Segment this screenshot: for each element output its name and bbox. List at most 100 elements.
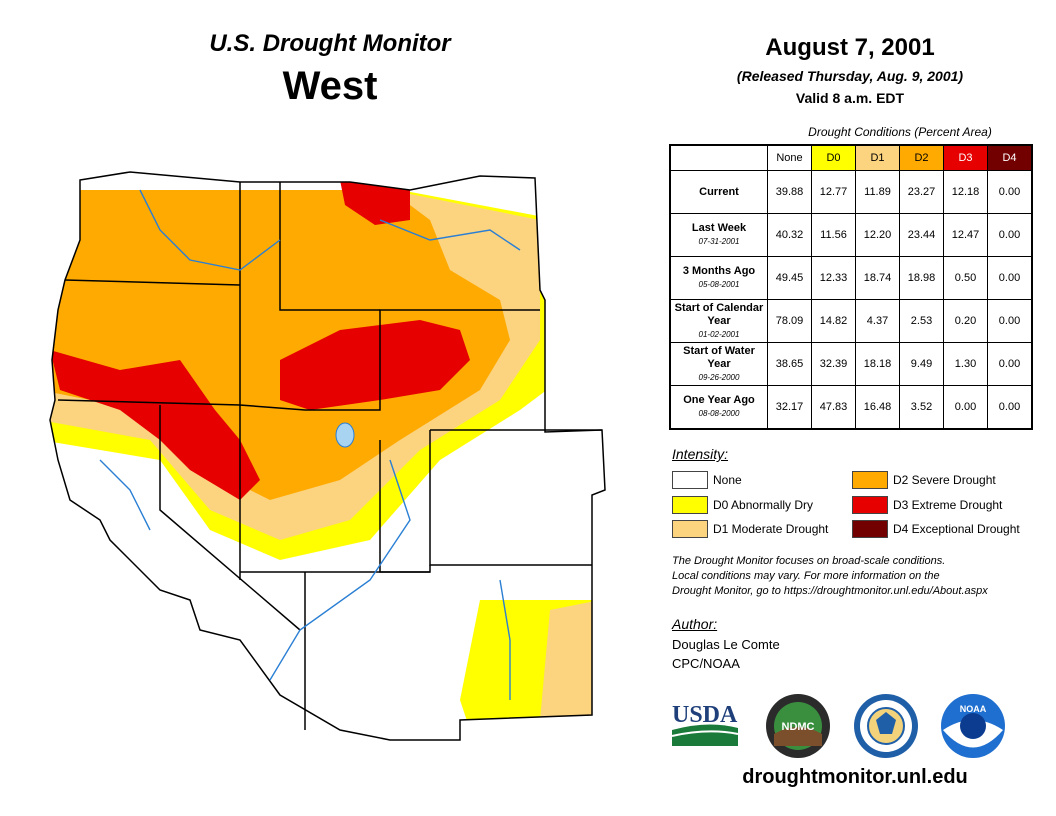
noaa-text: NOAA (960, 704, 987, 714)
row-date: 01-02-2001 (698, 329, 740, 339)
table-cell: 0.00 (987, 342, 1032, 386)
drought-stats-table: None D0 D1 D2 D3 D4 Current 39.88 12.77 … (669, 144, 1033, 430)
table-cell: 18.18 (855, 342, 900, 386)
partner-logos: USDA NDMC NOAA (671, 694, 1005, 758)
legend-item-d3: D3 Extreme Drought (852, 496, 1002, 514)
ndmc-logo-icon: NDMC (766, 694, 830, 758)
border-four-corners (240, 565, 431, 573)
usda-logo-icon: USDA (671, 702, 739, 746)
table-cell: 11.89 (855, 170, 900, 214)
table-cell: 1.30 (943, 342, 988, 386)
table-cell: 32.39 (811, 342, 856, 386)
table-cell: 18.74 (855, 256, 900, 300)
col-none-header: None (767, 145, 812, 171)
author-name: Douglas Le Comte (672, 637, 780, 652)
author-title: Author: (672, 616, 718, 632)
website-url[interactable]: droughtmonitor.unl.edu (742, 766, 968, 788)
row-label: Last Week 07-31-2001 (670, 213, 768, 257)
row-date: 08-08-2000 (698, 409, 740, 418)
col-d3-header: D3 (943, 145, 988, 171)
table-row: Last Week 07-31-2001 40.32 11.56 12.20 23… (670, 213, 1032, 257)
legend-swatch (672, 471, 708, 489)
legend-swatch (852, 496, 888, 514)
table-row: 3 Months Ago 05-08-2001 49.45 12.33 18.74… (670, 256, 1032, 300)
border-ca-nv (159, 405, 301, 631)
great-salt-lake (335, 422, 355, 448)
map-d3-area-central (280, 320, 470, 410)
row-label: Current (670, 170, 768, 214)
legend-swatch (672, 496, 708, 514)
river-missouri (379, 219, 521, 251)
drought-map (49, 171, 606, 741)
table-row: Start of Calendar Year 01-02-2001 78.09 1… (670, 299, 1032, 343)
col-d2-header: D2 (899, 145, 944, 171)
table-cell: 23.44 (899, 213, 944, 257)
map-d1-area-nm (540, 600, 600, 720)
river-rio-grande (499, 579, 511, 700)
table-cell: 16.48 (855, 385, 900, 429)
table-cell: 12.33 (811, 256, 856, 300)
note-line[interactable]: Drought Monitor, go to https://droughtmo… (672, 585, 988, 597)
table-cell: 40.32 (767, 213, 812, 257)
commerce-seal-icon (854, 694, 918, 758)
col-d1-header: D1 (855, 145, 900, 171)
col-d4-header: D4 (987, 145, 1032, 171)
legend-label: D2 Severe Drought (893, 473, 996, 487)
table-cell: 49.45 (767, 256, 812, 300)
table-cell: 38.65 (767, 342, 812, 386)
border-co-nm (429, 430, 592, 566)
legend-item-d1: D1 Moderate Drought (672, 520, 828, 538)
table-cell: 11.56 (811, 213, 856, 257)
table-cell: 2.53 (899, 299, 944, 343)
table-cell: 18.98 (899, 256, 944, 300)
border-or-wa (64, 279, 241, 286)
table-caption: Drought Conditions (Percent Area) (808, 125, 992, 139)
table-cell: 12.18 (943, 170, 988, 214)
ndmc-text: NDMC (782, 721, 815, 733)
table-corner (671, 146, 768, 171)
col-d0-header: D0 (811, 145, 856, 171)
intensity-title: Intensity: (672, 446, 729, 462)
table-header-row: None D0 D1 D2 D3 D4 (671, 145, 1032, 171)
table-cell: 0.00 (987, 170, 1032, 214)
table-row: Start of Water Year 09-26-2000 38.65 32.3… (670, 342, 1032, 386)
map-date: August 7, 2001 (765, 34, 935, 61)
noaa-logo-icon: NOAA (941, 694, 1005, 758)
table-cell: 12.20 (855, 213, 900, 257)
map-d3-area-west (50, 350, 260, 500)
map-region-title: West (282, 64, 378, 108)
release-date: (Released Thursday, Aug. 9, 2001) (736, 68, 964, 84)
table-cell: 0.20 (943, 299, 988, 343)
table-cell: 23.27 (899, 170, 944, 214)
table-cell: 47.83 (811, 385, 856, 429)
valid-time: Valid 8 a.m. EDT (795, 90, 905, 106)
note-line: Local conditions may vary. For more info… (672, 570, 940, 582)
border-ca-or (57, 399, 241, 406)
legend-label: D1 Moderate Drought (713, 522, 829, 536)
map-d3-area-north (340, 180, 410, 225)
table-cell: 0.00 (987, 299, 1032, 343)
row-label: 3 Months Ago 05-08-2001 (670, 256, 768, 300)
table-cell: 0.00 (943, 385, 988, 429)
row-date: 09-26-2000 (698, 372, 740, 382)
table-row: Current 39.88 12.77 11.89 23.27 12.18 0.… (670, 170, 1032, 214)
table-cell: 0.00 (987, 213, 1032, 257)
disclaimer-note: The Drought Monitor focuses on broad-sca… (672, 554, 1052, 599)
legend-swatch (852, 520, 888, 538)
river-columbia (139, 189, 281, 271)
legend-item-d4: D4 Exceptional Drought (852, 520, 1020, 538)
table-cell: 78.09 (767, 299, 812, 343)
usda-text: USDA (672, 702, 738, 728)
legend-swatch (852, 471, 888, 489)
legend-item-d2: D2 Severe Drought (852, 471, 996, 489)
border-mt-id (279, 182, 380, 311)
legend-label: D0 Abnormally Dry (713, 498, 814, 512)
table-cell: 0.00 (987, 385, 1032, 429)
river-colorado (269, 459, 411, 681)
row-date: 07-31-2001 (698, 237, 740, 246)
table-row: One Year Ago 08-08-2000 32.17 47.83 16.48… (670, 385, 1032, 429)
table-cell: 4.37 (855, 299, 900, 343)
table-cell: 0.00 (987, 256, 1032, 300)
river-sacramento (99, 459, 151, 531)
legend-item-d0: D0 Abnormally Dry (672, 496, 813, 514)
